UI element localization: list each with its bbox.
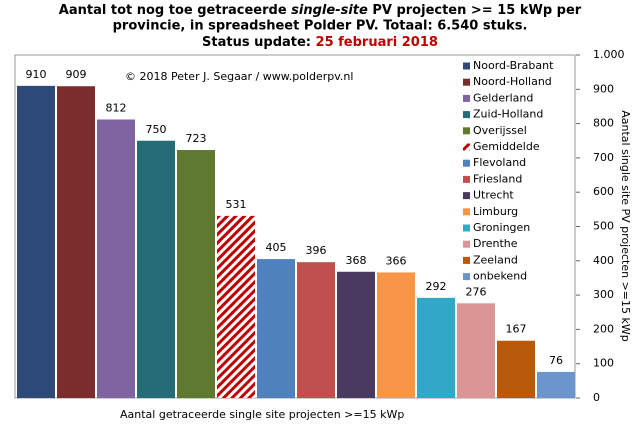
legend-swatch: [463, 111, 470, 119]
legend-label: Gelderland: [473, 91, 533, 104]
bar: [257, 259, 295, 398]
y-tick-label: 800: [593, 117, 614, 130]
legend-swatch: [463, 143, 470, 151]
bar: [377, 272, 415, 398]
title-line: Status update: 25 februari 2018: [202, 35, 438, 50]
legend-swatch: [463, 62, 470, 70]
legend-label: Overijssel: [473, 124, 527, 137]
legend-label: Limburg: [473, 205, 518, 218]
legend-swatch: [463, 175, 470, 183]
value-label: 366: [386, 254, 407, 267]
bar: [417, 297, 455, 398]
y-axis-label: Aantal single site PV projecten >=15 kWp: [619, 110, 632, 342]
legend-label: onbekend: [473, 270, 527, 283]
legend-swatch: [463, 224, 470, 232]
bar: [177, 150, 215, 398]
y-tick-label: 0: [593, 391, 600, 404]
x-axis-label: Aantal getraceerde single site projecten…: [120, 408, 404, 421]
legend-label: Groningen: [473, 221, 530, 234]
value-label: 405: [266, 241, 287, 254]
legend-swatch: [463, 240, 470, 248]
value-label: 76: [549, 354, 563, 367]
legend-label: Gemiddelde: [473, 140, 540, 153]
y-tick-label: 300: [593, 288, 614, 301]
y-tick-label: 700: [593, 151, 614, 164]
legend-label: Zeeland: [473, 253, 518, 266]
bar: [97, 119, 135, 398]
y-tick-label: 400: [593, 254, 614, 267]
value-label: 368: [346, 254, 367, 267]
bar: [17, 85, 55, 399]
value-label: 167: [506, 323, 527, 336]
legend-swatch: [463, 208, 470, 216]
value-label: 910: [26, 68, 47, 81]
legend-label: Utrecht: [473, 189, 514, 202]
value-label: 812: [106, 101, 127, 114]
y-tick-label: 600: [593, 185, 614, 198]
bar: [57, 86, 95, 398]
value-label: 531: [226, 198, 247, 211]
y-tick-label: 100: [593, 357, 614, 370]
legend-swatch: [463, 159, 470, 167]
legend-swatch: [463, 192, 470, 200]
legend-label: Noord-Holland: [473, 75, 552, 88]
legend-swatch: [463, 256, 470, 264]
legend-label: Zuid-Holland: [473, 108, 543, 121]
value-label: 292: [426, 280, 447, 293]
y-tick-label: 1.000: [593, 48, 625, 61]
legend-swatch: [463, 127, 470, 135]
value-label: 396: [306, 244, 327, 257]
legend-label: Noord-Brabant: [473, 59, 554, 72]
y-tick-label: 500: [593, 220, 614, 233]
legend-label: Drenthe: [473, 237, 518, 250]
value-label: 750: [146, 123, 167, 136]
legend-label: Flevoland: [473, 156, 526, 169]
value-label: 276: [466, 285, 487, 298]
annotation: © 2018 Peter J. Segaar / www.polderpv.nl: [125, 70, 353, 83]
legend-label: Friesland: [473, 172, 522, 185]
bar: [137, 140, 175, 398]
bar: [297, 262, 335, 398]
bar: [537, 371, 575, 398]
legend-swatch: [463, 273, 470, 281]
legend-swatch: [463, 78, 470, 86]
title-line: provincie, in spreadsheet Polder PV. Tot…: [113, 19, 528, 34]
bar: [457, 303, 495, 398]
bar: [217, 215, 255, 398]
value-label: 723: [186, 132, 207, 145]
bar: [337, 271, 375, 398]
title-line: Aantal tot nog toe getraceerde single-si…: [59, 3, 582, 18]
bar: [497, 340, 535, 398]
value-label: 909: [66, 68, 87, 81]
legend-swatch: [463, 94, 470, 102]
y-tick-label: 900: [593, 82, 614, 95]
y-tick-label: 200: [593, 322, 614, 335]
